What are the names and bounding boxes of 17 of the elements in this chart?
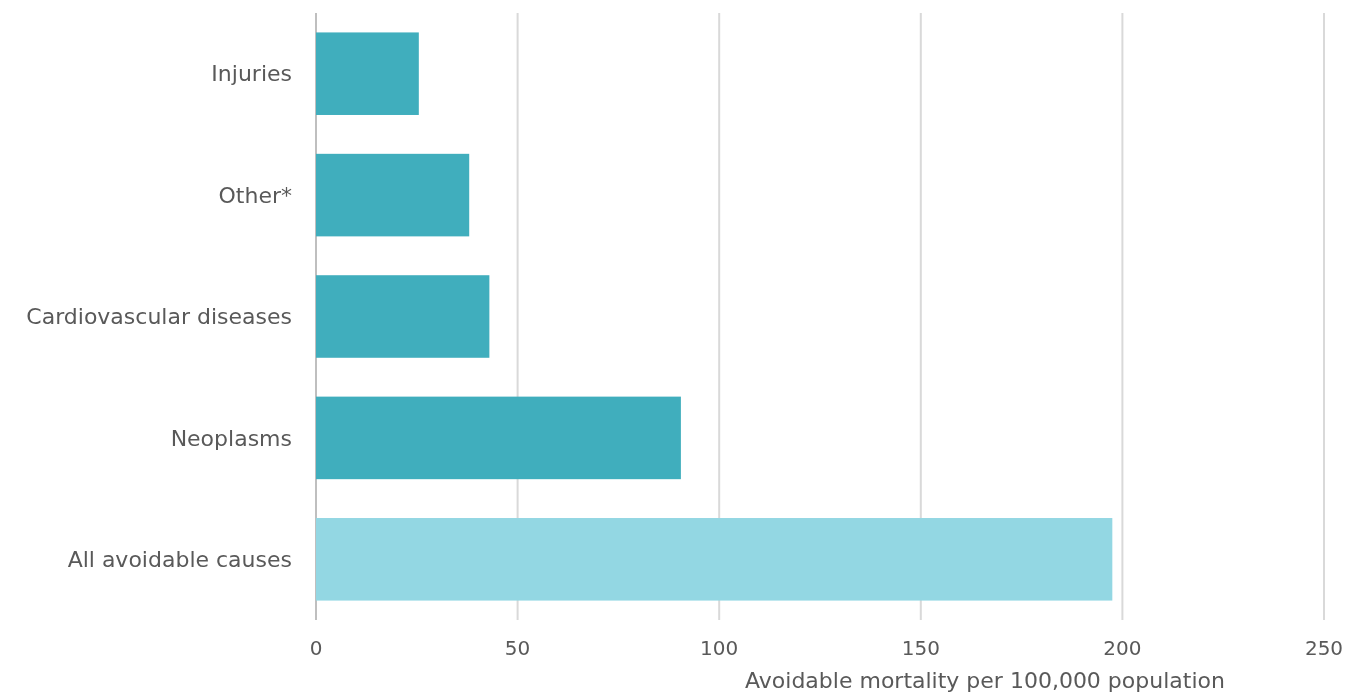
y-tick-label: Neoplasms [170,425,292,451]
x-tick-label: 100 [700,636,739,660]
x-tick-label: 0 [309,636,323,660]
bar [316,275,490,358]
bar [316,153,470,237]
y-tick-label: Cardiovascular diseases [26,304,292,330]
x-tick-label: 250 [1304,636,1344,660]
bar [316,518,1113,601]
y-tick-label: Injuries [211,61,292,87]
y-tick-label: All avoidable causes [67,547,292,572]
bar [316,396,681,480]
y-tick-label: Other* [218,182,292,208]
x-tick-label: 150 [901,636,940,660]
x-tick-label: 200 [1103,636,1142,660]
bar [316,32,419,115]
x-axis-title: Avoidable mortality per 100,000 population [745,668,1225,693]
x-tick-label: 50 [504,636,531,660]
